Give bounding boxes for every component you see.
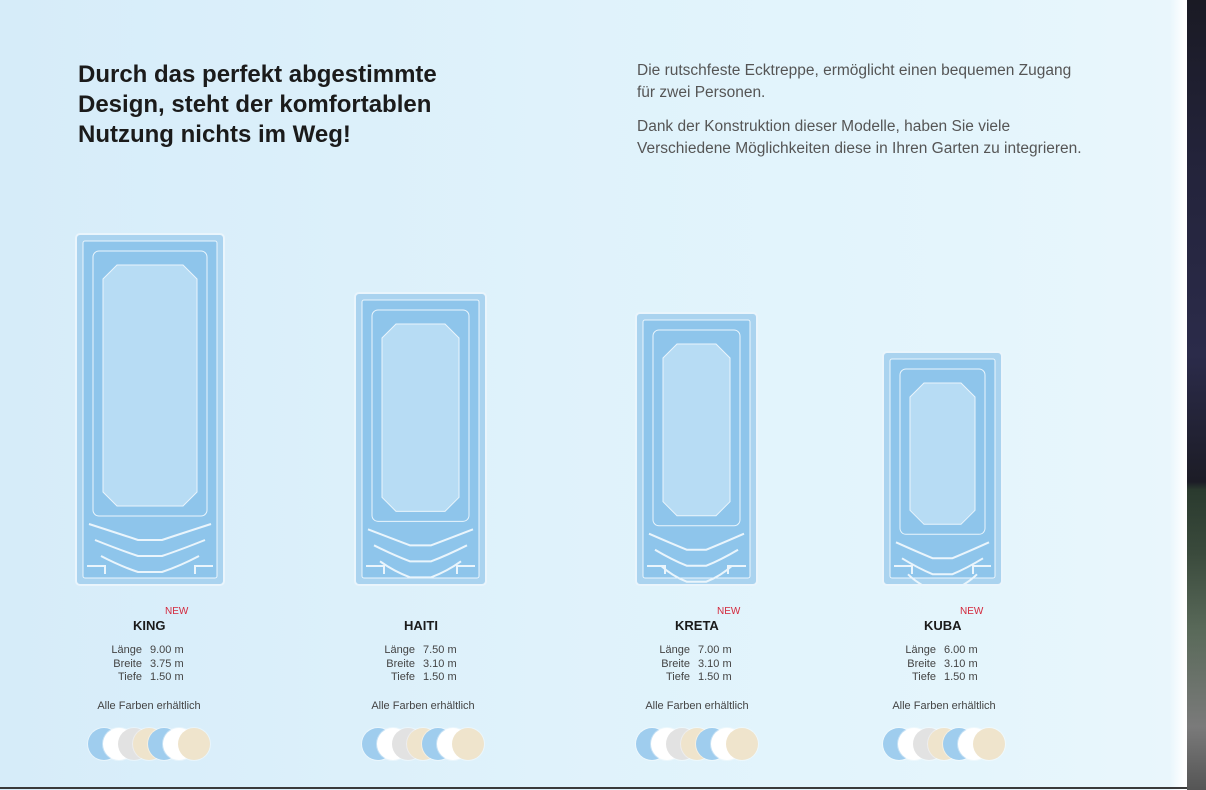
spec-label-length: Länge xyxy=(659,644,690,656)
intro-paragraph-1: Die rutschfeste Ecktreppe, ermöglicht ei… xyxy=(637,62,1072,101)
pool-kreta-name: KRETA xyxy=(675,618,719,633)
spec-label-depth: Tiefe xyxy=(117,671,142,683)
pool-kuba-new-badge: NEW xyxy=(960,606,984,617)
pool-kreta-length: 7.00 m xyxy=(698,644,732,656)
spec-label-depth: Tiefe xyxy=(390,671,415,683)
pool-kreta-image xyxy=(635,312,758,586)
pool-haiti-depth: 1.50 m xyxy=(423,671,457,683)
spec-label-length: Länge xyxy=(905,644,936,656)
pool-king-width: 3.75 m xyxy=(150,657,184,670)
pool-haiti-color-swatches xyxy=(362,728,502,762)
spec-label-width: Breite xyxy=(386,657,415,670)
pool-kuba-color-swatches xyxy=(883,728,1023,762)
pool-haiti-name: HAITI xyxy=(404,618,438,633)
pool-king-depth: 1.50 m xyxy=(150,671,184,683)
color-swatch xyxy=(973,728,1005,760)
spec-label-length: Länge xyxy=(384,644,415,656)
pool-king-length: 9.00 m xyxy=(150,644,184,656)
intro-paragraph-2: Dank der Konstruktion dieser Modelle, ha… xyxy=(637,118,1082,157)
pool-kuba-depth: 1.50 m xyxy=(944,671,978,683)
pool-king-color-swatches xyxy=(88,728,228,762)
pool-kuba-specs: Länge 6.00 m Breite 3.10 m Tiefe 1.50 m xyxy=(900,644,1004,685)
pool-kuba-width: 3.10 m xyxy=(944,657,978,670)
pool-king-new-badge: NEW xyxy=(165,606,189,617)
spec-label-width: Breite xyxy=(661,657,690,670)
pool-kreta-specs: Länge 7.00 m Breite 3.10 m Tiefe 1.50 m xyxy=(654,644,758,685)
color-swatch xyxy=(726,728,758,760)
spec-label-depth: Tiefe xyxy=(665,671,690,683)
pool-king-colors-label: Alle Farben erhältlich xyxy=(97,700,201,712)
pool-kreta-width: 3.10 m xyxy=(698,657,732,670)
color-swatch xyxy=(452,728,484,760)
bottom-rule xyxy=(0,787,1187,789)
pool-king-name: KING xyxy=(133,618,166,633)
pool-kuba-name: KUBA xyxy=(924,618,962,633)
side-photo-strip xyxy=(1187,0,1206,790)
spec-label-width: Breite xyxy=(907,657,936,670)
pool-haiti-image xyxy=(354,292,487,586)
pool-haiti-specs: Länge 7.50 m Breite 3.10 m Tiefe 1.50 m xyxy=(379,644,483,685)
pool-haiti-colors-label: Alle Farben erhältlich xyxy=(371,700,475,712)
pool-haiti-length: 7.50 m xyxy=(423,644,457,656)
pool-kreta-colors-label: Alle Farben erhältlich xyxy=(645,700,749,712)
spec-label-depth: Tiefe xyxy=(911,671,936,683)
pool-kuba-colors-label: Alle Farben erhältlich xyxy=(892,700,996,712)
color-swatch xyxy=(178,728,210,760)
pool-haiti-width: 3.10 m xyxy=(423,657,457,670)
intro-text: Die rutschfeste Ecktreppe, ermöglicht ei… xyxy=(637,60,1087,172)
spec-label-width: Breite xyxy=(113,657,142,670)
pool-kreta-depth: 1.50 m xyxy=(698,671,732,683)
pool-king-image xyxy=(75,233,225,586)
pool-king-specs: Länge 9.00 m Breite 3.75 m Tiefe 1.50 m xyxy=(106,644,210,685)
pool-kreta-color-swatches xyxy=(636,728,776,762)
pool-kuba-length: 6.00 m xyxy=(944,644,978,656)
headline: Durch das perfekt abgestimmte Design, st… xyxy=(78,61,437,148)
spec-label-length: Länge xyxy=(111,644,142,656)
pool-kreta-new-badge: NEW xyxy=(717,606,741,617)
pool-kuba-image xyxy=(882,351,1003,586)
